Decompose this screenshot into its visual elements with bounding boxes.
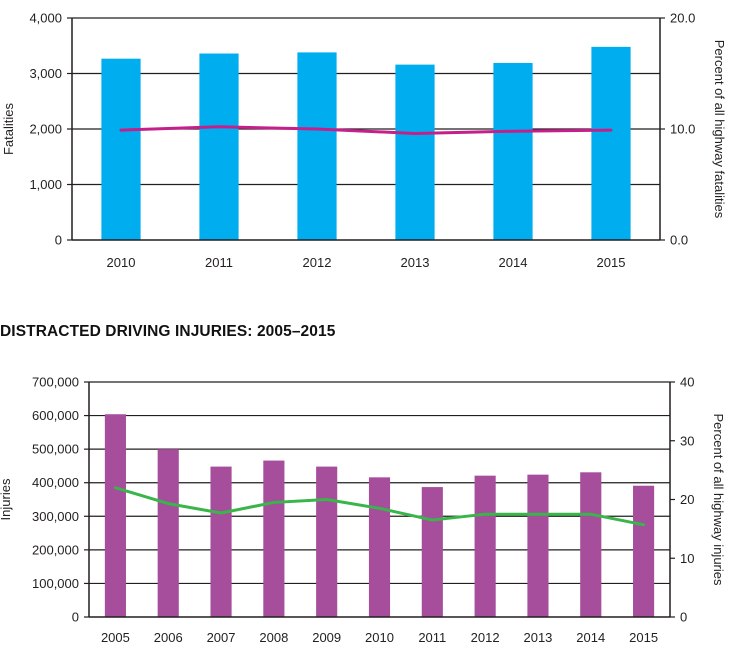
left-tick-label: 500,000 [32,442,79,457]
x-tick-label: 2014 [499,255,528,270]
bar-2010 [101,58,141,240]
bar-2014 [493,62,533,240]
bar-2009 [316,466,338,617]
left-tick-label: 400,000 [32,475,79,490]
left-tick-label: 4,000 [29,11,62,26]
injuries-chart: 0 100,000 200,000 300,000 400,000 500,000 600,… [0,375,726,646]
left-tick-label: 600,000 [32,408,79,423]
bar-2012 [297,52,337,240]
trend-line [113,486,646,527]
y-axis-title: Fatalities [1,102,16,155]
left-tick-label: 3,000 [29,66,62,81]
left-tick-label: 300,000 [32,509,79,524]
y2-axis-title: Percent of all highway injuries [711,414,726,586]
x-tick-label: 2013 [523,630,552,645]
right-tick-label: 40 [680,375,694,390]
bar-2007 [210,466,232,617]
x-tick-label: 2015 [597,255,626,270]
x-tick-label: 2005 [101,630,130,645]
bar-2013 [527,474,549,617]
bar-2015 [591,46,631,240]
right-tick-label: 10 [680,551,694,566]
bar-2014 [580,472,602,617]
x-tick-label: 2013 [401,255,430,270]
bar-2010 [368,477,391,617]
x-tick-label: 2011 [205,255,233,270]
x-tick-label: 2010 [365,630,394,645]
right-tick-label: 20.0 [670,11,695,26]
x-tick-label: 2007 [207,630,236,645]
bar-2011 [199,53,239,240]
x-tick-label: 2006 [154,630,183,645]
y-axis-title: Injuries [0,478,13,520]
bar-2006 [157,449,179,617]
x-tick-label: 2015 [629,630,658,645]
x-tick-label: 2014 [576,630,605,645]
injuries-chart-title: DISTRACTED DRIVING INJURIES: 2005–2015 [0,323,336,340]
left-tick-label: 200,000 [32,542,79,557]
x-tick-label: 2012 [303,255,332,270]
left-tick-label: 2,000 [29,122,62,137]
fatalities-chart: 0 1,000 2,000 3,000 4,000 0.0 10.0 20.0 2010 2011… [1,11,727,271]
left-tick-label: 100,000 [32,576,79,591]
right-tick-label: 10.0 [670,122,695,137]
x-tick-label: 2010 [107,255,136,270]
bar-2015 [633,485,655,617]
x-tick-label: 2009 [312,630,341,645]
bar-2011 [421,487,443,617]
x-tick-label: 2012 [471,630,500,645]
bar-2012 [474,475,496,617]
right-tick-label: 0.0 [670,233,688,248]
left-tick-label: 0 [72,610,79,625]
x-tick-label: 2008 [259,630,288,645]
y2-axis-title: Percent of all highway fatalities [712,40,727,219]
trend-line [119,125,613,135]
bar-2008 [263,460,285,617]
right-tick-label: 0 [680,610,687,625]
left-tick-label: 1,000 [29,177,62,192]
left-tick-label: 700,000 [32,375,79,390]
left-tick-label: 0 [55,233,62,248]
bar-2005 [104,414,126,617]
bar-2013 [395,64,435,241]
right-tick-label: 30 [680,433,694,448]
x-tick-label: 2011 [418,630,446,645]
right-tick-label: 20 [680,492,694,507]
